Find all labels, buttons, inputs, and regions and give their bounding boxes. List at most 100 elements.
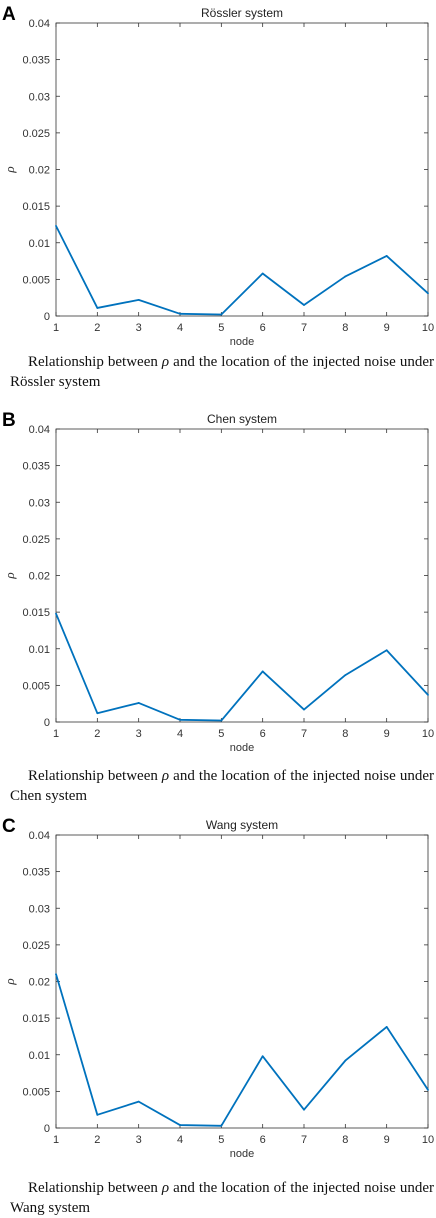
caption-c: Relationship between ρ and the location … xyxy=(0,1178,436,1218)
data-point-b-10 xyxy=(427,693,429,696)
chart-title-c: Wang system xyxy=(206,818,278,832)
x-tick-label-a: 7 xyxy=(301,322,307,334)
x-tick-label-c: 6 xyxy=(260,1134,266,1146)
y-tick-label-c: 0.015 xyxy=(22,1013,50,1025)
data-point-c-10 xyxy=(427,1089,429,1091)
x-tick-label-c: 9 xyxy=(384,1134,390,1146)
data-point-c-2 xyxy=(96,1113,99,1116)
data-point-a-10 xyxy=(427,292,429,295)
y-tick-label-c: 0.04 xyxy=(29,830,50,842)
y-tick-label-c: 0.005 xyxy=(22,1086,50,1098)
y-tick-label-b: 0.005 xyxy=(22,680,50,692)
chart-panel-b: B Chen system 0 0.005 0.01 0.015 0.02 0.025 0.03… xyxy=(0,406,436,812)
x-tick-label-b: 3 xyxy=(136,728,142,740)
caption-a-symbol: ρ xyxy=(161,354,170,370)
x-tick-label-a: 5 xyxy=(218,322,224,334)
chart-c: C Wang system 0 0.005 0.01 0.015 0.02 0.025 0.03… xyxy=(2,816,434,1157)
x-tick-label-b: 2 xyxy=(94,728,100,740)
x-tick-label-a: 2 xyxy=(94,322,100,334)
data-point-b-9 xyxy=(385,649,388,652)
data-point-a-4 xyxy=(179,312,181,315)
caption-a-text-2: and the location of the injected noise u… xyxy=(10,354,434,390)
caption-c-text-2: and the location of the injected noise u… xyxy=(10,1180,434,1216)
caption-c-symbol: ρ xyxy=(161,1180,170,1196)
x-tick-label-b: 9 xyxy=(384,728,390,740)
x-tick-label-c: 3 xyxy=(136,1134,142,1146)
caption-c-text-1: Relationship between xyxy=(28,1180,162,1196)
data-point-b-8 xyxy=(344,674,347,677)
x-tick-label-b: 4 xyxy=(177,728,183,740)
y-tick-label-a: 0.01 xyxy=(29,238,50,250)
y-tick-label-b: 0.025 xyxy=(22,534,50,546)
data-point-a-6 xyxy=(261,272,264,275)
y-tick-label-c: 0.03 xyxy=(29,903,50,915)
panel-letter-a: A xyxy=(2,4,16,25)
chart-panel-c: C Wang system 0 0.005 0.01 0.015 0.02 0.025 0.03… xyxy=(0,812,436,1218)
x-tick-label-c: 7 xyxy=(301,1134,307,1146)
data-point-a-3 xyxy=(137,298,140,301)
y-tick-label-c: 0.01 xyxy=(29,1050,50,1062)
data-point-a-5 xyxy=(220,313,223,316)
x-tick-label-a: 3 xyxy=(136,322,142,334)
data-point-b-7 xyxy=(303,708,305,711)
caption-b-text-1: Relationship between xyxy=(28,768,162,784)
chart-title-a: Rössler system xyxy=(201,6,283,20)
data-point-c-1 xyxy=(55,973,57,976)
y-tick-label-b: 0.04 xyxy=(29,424,50,436)
y-axis-label-b: ρ xyxy=(2,572,17,579)
panel-letter-b: B xyxy=(2,410,16,431)
y-tick-label-b: 0 xyxy=(44,717,50,729)
series-line-c xyxy=(55,973,429,1127)
data-point-b-3 xyxy=(137,702,140,704)
y-tick-label-a: 0.03 xyxy=(29,91,50,103)
x-tick-label-c: 2 xyxy=(94,1134,100,1146)
y-axis-label-a: ρ xyxy=(2,166,17,173)
data-point-a-1 xyxy=(55,225,57,227)
chart-a: A Rössler system 0 0.005 0.01 0.015 0.02 0.025 0… xyxy=(2,4,434,345)
y-tick-label-b: 0.035 xyxy=(22,461,50,473)
x-tick-label-b: 6 xyxy=(260,728,266,740)
y-tick-label-c: 0 xyxy=(44,1123,50,1135)
data-point-c-4 xyxy=(179,1124,181,1126)
y-tick-label-c: 0.02 xyxy=(29,977,50,989)
plot-frame-a xyxy=(55,22,429,317)
x-axis-label-b: node xyxy=(230,742,254,751)
caption-b: Relationship between ρ and the location … xyxy=(0,766,436,806)
y-tick-label-a: 0.025 xyxy=(22,128,50,140)
caption-a: Relationship between ρ and the location … xyxy=(0,352,436,392)
x-tick-label-a: 9 xyxy=(384,322,390,334)
x-tick-label-c: 8 xyxy=(342,1134,348,1146)
x-tick-label-a: 8 xyxy=(342,322,348,334)
x-tick-label-c: 10 xyxy=(422,1134,434,1146)
x-tick-label-b: 5 xyxy=(218,728,224,740)
y-axis-label-c: ρ xyxy=(2,978,17,985)
y-tick-label-a: 0.005 xyxy=(22,274,50,286)
data-point-c-5 xyxy=(220,1124,223,1127)
data-point-c-7 xyxy=(303,1108,305,1111)
chart-title-b: Chen system xyxy=(207,412,277,426)
data-point-c-9 xyxy=(385,1026,388,1028)
x-axis-label-c: node xyxy=(230,1148,254,1157)
x-tick-label-c: 5 xyxy=(218,1134,224,1146)
plot-frame-b xyxy=(55,428,429,723)
data-point-a-8 xyxy=(344,275,347,278)
caption-b-symbol: ρ xyxy=(161,768,170,784)
y-tick-label-c: 0.035 xyxy=(22,867,50,879)
y-tick-label-a: 0.035 xyxy=(22,55,50,67)
x-tick-label-b: 10 xyxy=(422,728,434,740)
y-tick-label-b: 0.03 xyxy=(29,497,50,509)
x-axis-label-a: node xyxy=(230,336,254,345)
x-tick-label-c: 1 xyxy=(53,1134,59,1146)
panel-letter-c: C xyxy=(2,816,16,837)
caption-a-text-1: Relationship between xyxy=(28,354,162,370)
data-point-b-6 xyxy=(261,670,264,673)
series-line-b xyxy=(55,613,429,722)
y-tick-label-b: 0.015 xyxy=(22,607,50,619)
data-point-b-2 xyxy=(96,712,99,715)
y-tick-label-b: 0.01 xyxy=(29,644,50,656)
data-point-a-9 xyxy=(385,255,388,257)
y-tick-label-c: 0.025 xyxy=(22,940,50,952)
caption-b-text-2: and the location of the injected noise u… xyxy=(10,768,434,804)
data-point-c-8 xyxy=(344,1059,347,1062)
x-tick-label-b: 8 xyxy=(342,728,348,740)
